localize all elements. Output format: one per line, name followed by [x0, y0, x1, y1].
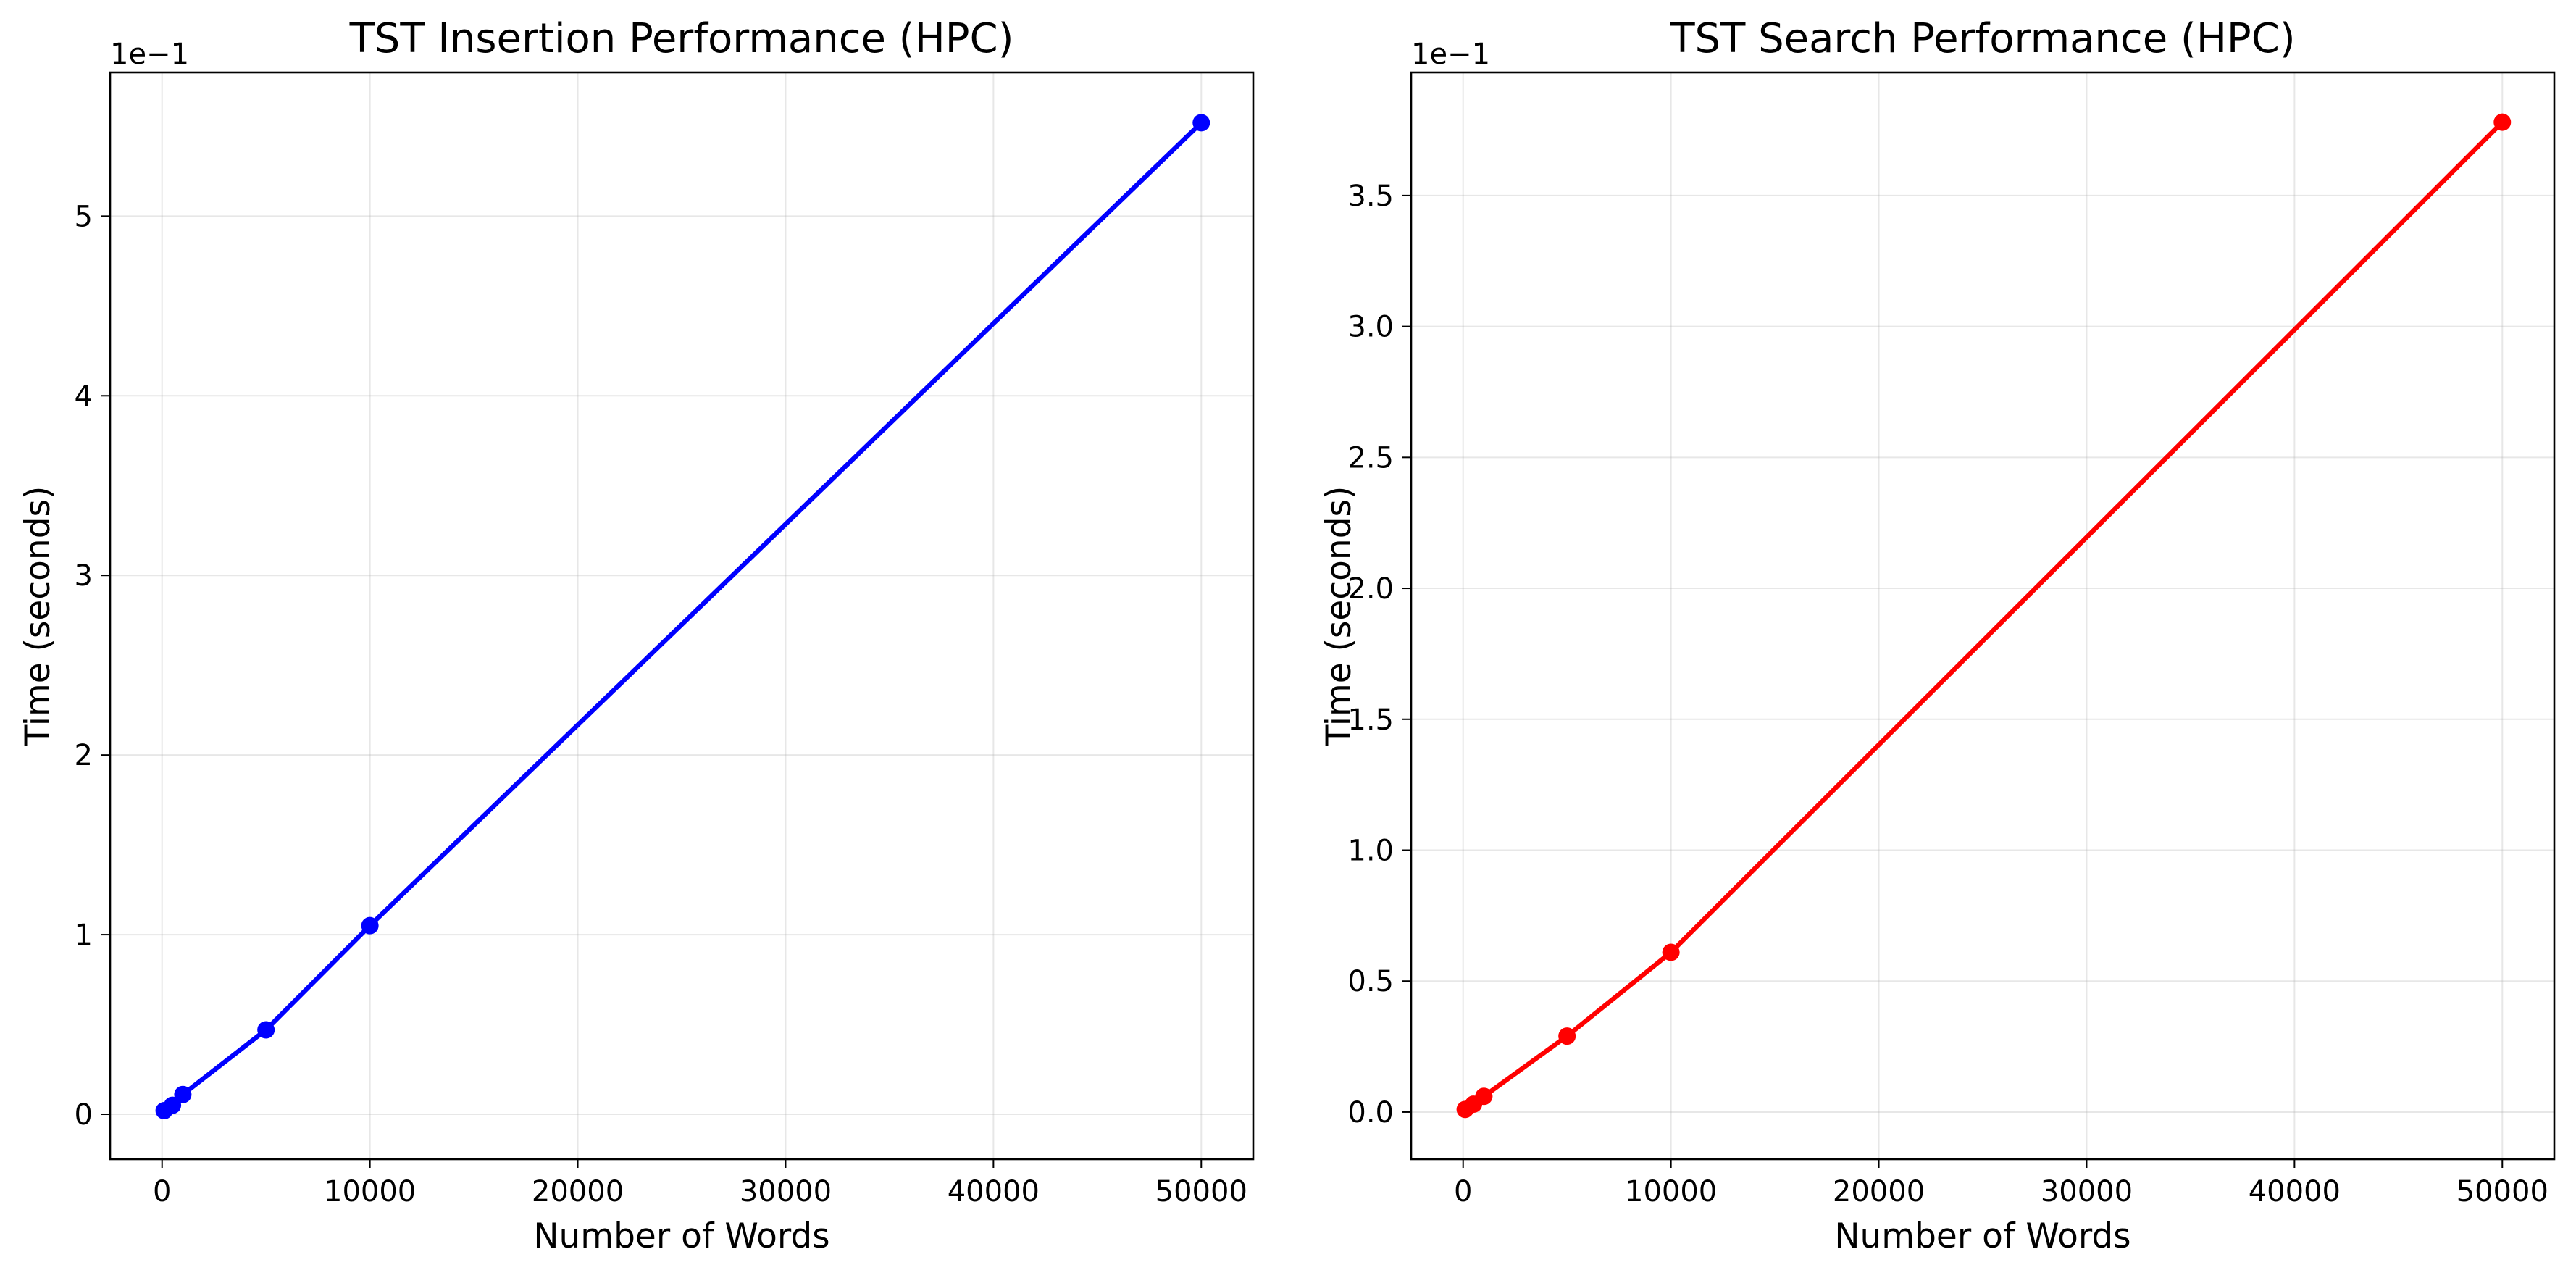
chart-1-x-tick-label: 50000: [2456, 1175, 2548, 1208]
insertion-chart-panel: 0 10000 20000 30000 40000 50000 0 1 2 3 4 5 1e−1 TST …: [18, 15, 1255, 1256]
chart-1-y-tick-label: 2.5: [1347, 441, 1394, 475]
chart-0-x-tick-label: 10000: [324, 1175, 416, 1208]
chart-0-x-tick-label: 0: [153, 1175, 171, 1208]
chart-0-data-point: [174, 1085, 192, 1103]
chart-0-x-tick-label: 30000: [740, 1175, 832, 1208]
chart-1-y-offset-label: 1e−1: [1411, 38, 1490, 71]
search-chart-panel: 0 10000 20000 30000 40000 50000 0.0 0.5 1.0 1.5 2.…: [1319, 15, 2556, 1256]
chart-0-y-tick-label: 5: [75, 200, 93, 233]
chart-0-y-tick-label: 1: [75, 919, 93, 952]
chart-1-x-axis-label: Number of Words: [1834, 1216, 2130, 1256]
chart-0-y-tick-label: 3: [75, 559, 93, 593]
chart-0-y-tick-label: 4: [75, 380, 93, 413]
chart-1-y-tick-label: 3.5: [1347, 180, 1394, 213]
chart-1-x-tick-label: 10000: [1625, 1175, 1717, 1208]
chart-1-axes-frame: [1410, 71, 2556, 1161]
chart-0-data-point: [257, 1021, 275, 1039]
chart-1-title: TST Search Performance (HPC): [1669, 15, 2295, 62]
chart-0-data-point: [1192, 114, 1210, 132]
chart-1-y-tick-label: 1.5: [1347, 703, 1394, 737]
chart-1-data-point: [2493, 113, 2512, 131]
chart-0-y-axis-label: Time (seconds): [18, 486, 58, 747]
chart-1-x-tick-label: 20000: [1833, 1175, 1925, 1208]
chart-1-data-point: [1475, 1087, 1493, 1106]
chart-1-y-tick-label: 3.0: [1347, 311, 1394, 344]
chart-0-y-tick-label: 2: [75, 739, 93, 772]
chart-1-x-tick-label: 0: [1454, 1175, 1472, 1208]
chart-0-x-tick-label: 20000: [532, 1175, 624, 1208]
chart-1-y-tick-label: 1.0: [1347, 834, 1394, 867]
chart-0-data-point: [164, 1096, 182, 1114]
chart-0-axes-frame: [109, 71, 1255, 1161]
chart-1-y-tick-label: 0.5: [1347, 965, 1394, 998]
chart-0-y-tick-label: 0: [75, 1098, 93, 1132]
chart-1-y-tick-label: 0.0: [1347, 1096, 1394, 1129]
chart-0-x-axis-label: Number of Words: [533, 1216, 829, 1256]
chart-1-data-point: [1558, 1027, 1576, 1045]
chart-0-y-offset-label: 1e−1: [110, 38, 189, 71]
chart-1-x-tick-label: 40000: [2249, 1175, 2341, 1208]
chart-1-data-point: [1662, 943, 1680, 961]
chart-0-data-point: [361, 916, 379, 935]
chart-0-x-tick-label: 40000: [948, 1175, 1040, 1208]
chart-0-title: TST Insertion Performance (HPC): [349, 15, 1014, 62]
chart-0-x-tick-label: 50000: [1155, 1175, 1247, 1208]
chart-1-y-tick-label: 2.0: [1347, 572, 1394, 606]
chart-1-y-axis-label: Time (seconds): [1319, 486, 1359, 747]
chart-1-x-tick-label: 30000: [2041, 1175, 2133, 1208]
